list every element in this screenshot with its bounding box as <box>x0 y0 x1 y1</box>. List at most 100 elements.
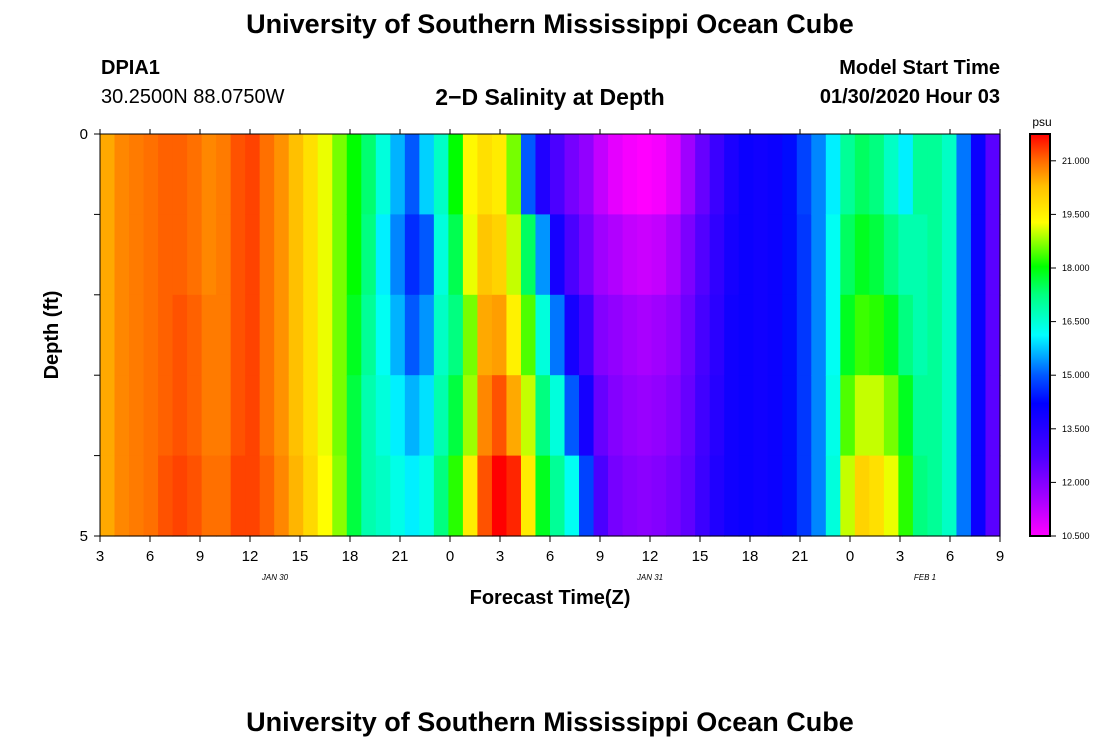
heatmap-cell <box>796 134 812 215</box>
heatmap-cell <box>535 214 551 296</box>
heatmap-cell <box>651 214 667 296</box>
heatmap-cell <box>201 294 217 376</box>
heatmap-cell <box>462 294 479 376</box>
heatmap-cell <box>332 214 348 296</box>
x-tick-label: 15 <box>292 548 309 565</box>
heatmap-cell <box>695 134 711 215</box>
heatmap-cell <box>898 214 914 296</box>
heatmap-cell <box>738 214 754 296</box>
heatmap-cell <box>970 134 987 215</box>
heatmap-cell <box>869 375 885 457</box>
x-tick-label: 9 <box>196 548 204 565</box>
heatmap-cell <box>390 134 406 215</box>
heatmap-cell <box>230 214 246 296</box>
y-axis: 05 <box>80 126 100 545</box>
colorbar-gradient <box>1029 133 1051 537</box>
heatmap-cell <box>941 134 958 215</box>
heatmap-cell <box>593 455 609 537</box>
x-tick-label: 12 <box>242 548 259 565</box>
heatmap-cell <box>274 294 290 376</box>
heatmap-cell <box>651 455 667 537</box>
heatmap-cell <box>129 455 145 537</box>
heatmap-cell <box>825 455 841 537</box>
heatmap-cell <box>854 375 870 457</box>
heatmap-cell <box>332 375 348 457</box>
heatmap-cell <box>840 455 856 537</box>
heatmap-cell <box>854 294 870 376</box>
heatmap-cell <box>535 294 551 376</box>
heatmap-cell <box>970 375 987 457</box>
heatmap-cell <box>520 134 537 215</box>
colorbar-legend: psu 21.000 19.500 18.000 16.500 15.000 13.500… <box>1029 115 1090 541</box>
heatmap-cell <box>100 214 116 296</box>
heatmap-cell <box>985 375 1001 457</box>
heatmap-cell <box>782 134 798 215</box>
heatmap-cell <box>375 375 391 457</box>
heatmap-cell <box>143 294 159 376</box>
heatmap-cell <box>477 375 493 457</box>
y-tick-label: 5 <box>80 528 88 545</box>
heatmap-cell <box>462 214 479 296</box>
colorbar-unit-label: psu <box>1032 115 1051 129</box>
heatmap-cell <box>941 375 958 457</box>
heatmap-cell <box>796 214 812 296</box>
heatmap-cell <box>172 455 188 537</box>
heatmap-cell <box>840 375 856 457</box>
heatmap-cell <box>114 134 130 215</box>
heatmap-cell <box>216 375 232 457</box>
heatmap-cell <box>680 375 696 457</box>
heatmap-cells <box>100 134 1001 537</box>
heatmap-cell <box>579 134 595 215</box>
heatmap-cell <box>361 134 377 215</box>
x-tick-label: 0 <box>846 548 854 565</box>
heatmap-cell <box>825 214 841 296</box>
heatmap-cell <box>158 375 174 457</box>
heatmap-cell <box>912 455 929 537</box>
heatmap-cell <box>840 134 856 215</box>
x-axis: 3 6 9 12 15 18 21 0 3 6 9 12 15 18 21 0 3 6 9 JAN 30 JAN 31 F… <box>96 129 1004 582</box>
heatmap-cell <box>593 375 609 457</box>
heatmap-cell <box>216 134 232 215</box>
heatmap-cell <box>927 455 943 537</box>
heatmap-cell <box>651 134 667 215</box>
heatmap-cell <box>419 214 435 296</box>
heatmap-cell <box>782 294 798 376</box>
heatmap-cell <box>680 134 696 215</box>
heatmap-cell <box>288 294 304 376</box>
day-label: JAN 30 <box>261 573 289 582</box>
heatmap-cell <box>317 134 333 215</box>
heatmap-cell <box>129 214 145 296</box>
x-tick-label: 0 <box>446 548 454 565</box>
heatmap-cell <box>825 294 841 376</box>
heatmap-cell <box>782 455 798 537</box>
heatmap-cell <box>419 455 435 537</box>
heatmap-cell <box>288 455 304 537</box>
heatmap-cell <box>767 134 783 215</box>
heatmap-cell <box>491 214 508 296</box>
heatmap-cell <box>985 214 1001 296</box>
footer-title: University of Southern Mississippi Ocean… <box>246 707 854 737</box>
heatmap-cell <box>651 375 667 457</box>
y-axis-label: Depth (ft) <box>41 291 63 380</box>
heatmap-cell <box>753 294 769 376</box>
heatmap-cell <box>883 375 899 457</box>
heatmap-cell <box>448 214 464 296</box>
heatmap-cell <box>579 375 595 457</box>
heatmap-cell <box>709 455 725 537</box>
heatmap-cell <box>927 294 943 376</box>
heatmap-cell <box>550 134 566 215</box>
heatmap-cell <box>114 294 130 376</box>
heatmap-cell <box>854 214 870 296</box>
heatmap-cell <box>332 294 348 376</box>
heatmap-cell <box>956 455 972 537</box>
heatmap-cell <box>274 214 290 296</box>
heatmap-cell <box>535 375 551 457</box>
heatmap-cell <box>143 214 159 296</box>
heatmap-cell <box>811 375 827 457</box>
heatmap-cell <box>100 294 116 376</box>
heatmap-cell <box>433 455 449 537</box>
x-axis-label: Forecast Time(Z) <box>470 587 631 609</box>
heatmap-cell <box>840 214 856 296</box>
x-tick-label: 18 <box>742 548 759 565</box>
heatmap-cell <box>840 294 856 376</box>
